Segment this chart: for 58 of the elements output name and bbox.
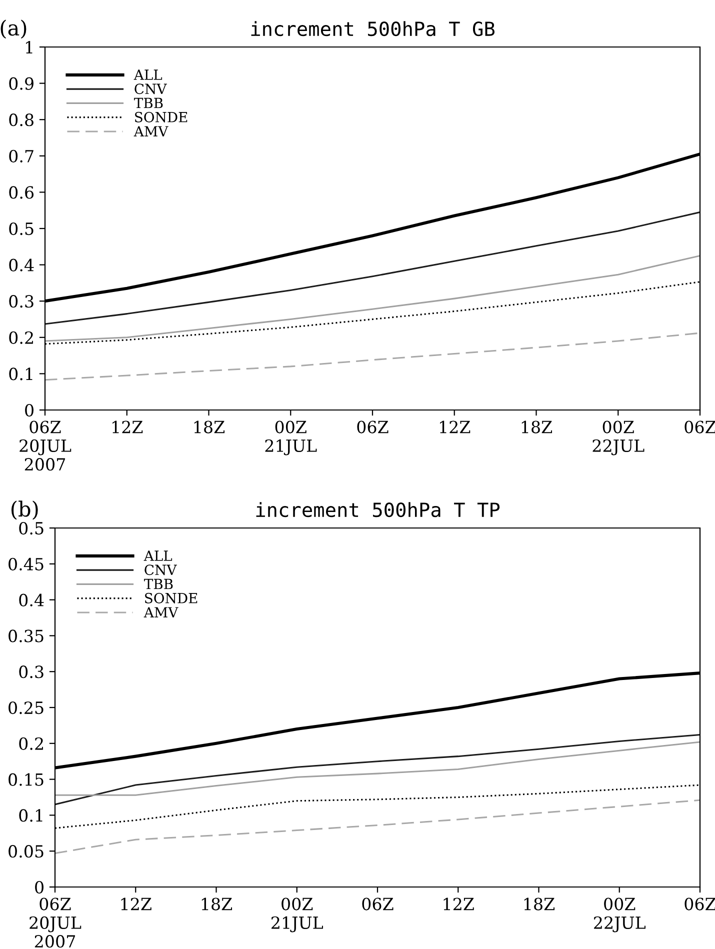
x-tick-label: 00Z 22JUL [594,898,646,932]
legend-label: AMV [134,126,168,136]
legend-label: TBB [144,578,173,590]
y-tick-label: 0.2 [19,737,43,750]
y-tick-label: 0.2 [9,331,33,344]
legend-label: CNV [144,564,177,576]
y-tick-label: 0.7 [9,150,34,162]
line-series [55,799,700,854]
y-tick-label: 0.25 [8,701,44,714]
x-tick-label: 18Z [202,898,232,910]
x-tick-label: 18Z [522,420,552,434]
y-tick-label: 0.4 [19,594,44,606]
legend-label: SONDE [145,592,198,604]
x-tick-label: 12Z [440,420,470,434]
text: (b) [11,500,38,520]
legend-label: CNV [134,84,167,94]
legend-label: SONDE [135,112,188,122]
x-tick-label: 00Z 22JUL [592,420,644,456]
chart-title: increment 500hPa T GB [251,21,495,36]
line-series [45,254,700,342]
y-tick-label: 0.5 [9,222,34,236]
chart-title: increment 500hPa T TP [256,502,500,518]
legend-label: TBB [134,98,163,108]
y-tick-label: 0.15 [8,773,44,786]
y-tick-label: 0.3 [19,666,44,678]
text: (a) [0,20,26,39]
y-tick-label: 1 [26,40,32,54]
y-tick-label: 0.05 [8,845,44,858]
y-tick-label: 0 [35,880,44,894]
y-tick-label: 0.8 [9,114,34,126]
y-tick-label: 0.9 [9,77,34,90]
x-tick-label: 06Z 20JUL 2007 [30,898,82,948]
line-series [45,332,700,381]
x-tick-label: 12Z [444,898,474,910]
x-tick-label: 06Z [362,898,394,910]
x-tick-label: 06Z 20JUL 2007 [20,420,72,471]
legend-label: AMV [144,607,178,618]
x-tick-label: 12Z [121,898,152,910]
x-tick-label: 00Z 21JUL [272,898,323,932]
x-tick-label: 00Z 21JUL [265,420,317,456]
legend-label: ALL [134,70,162,80]
y-tick-label: 0 [25,404,34,417]
x-tick-label: 18Z [194,420,224,434]
line-series [55,734,700,806]
x-tick-label: 12Z [112,420,143,434]
y-tick-label: 0.35 [8,630,44,642]
y-tick-label: 0.5 [19,522,44,535]
y-tick-label: 0.4 [9,258,34,272]
legend-label: ALL [144,550,172,561]
y-tick-label: 0.1 [19,809,42,822]
y-tick-label: 0.3 [9,295,34,308]
x-tick-label: 18Z [524,898,554,910]
y-tick-label: 0.6 [9,186,34,199]
line-series [55,741,700,796]
x-tick-label: 06Z [357,420,388,434]
y-tick-label: 0.1 [9,368,32,380]
line-series [45,211,700,325]
y-tick-label: 0.45 [8,558,44,570]
